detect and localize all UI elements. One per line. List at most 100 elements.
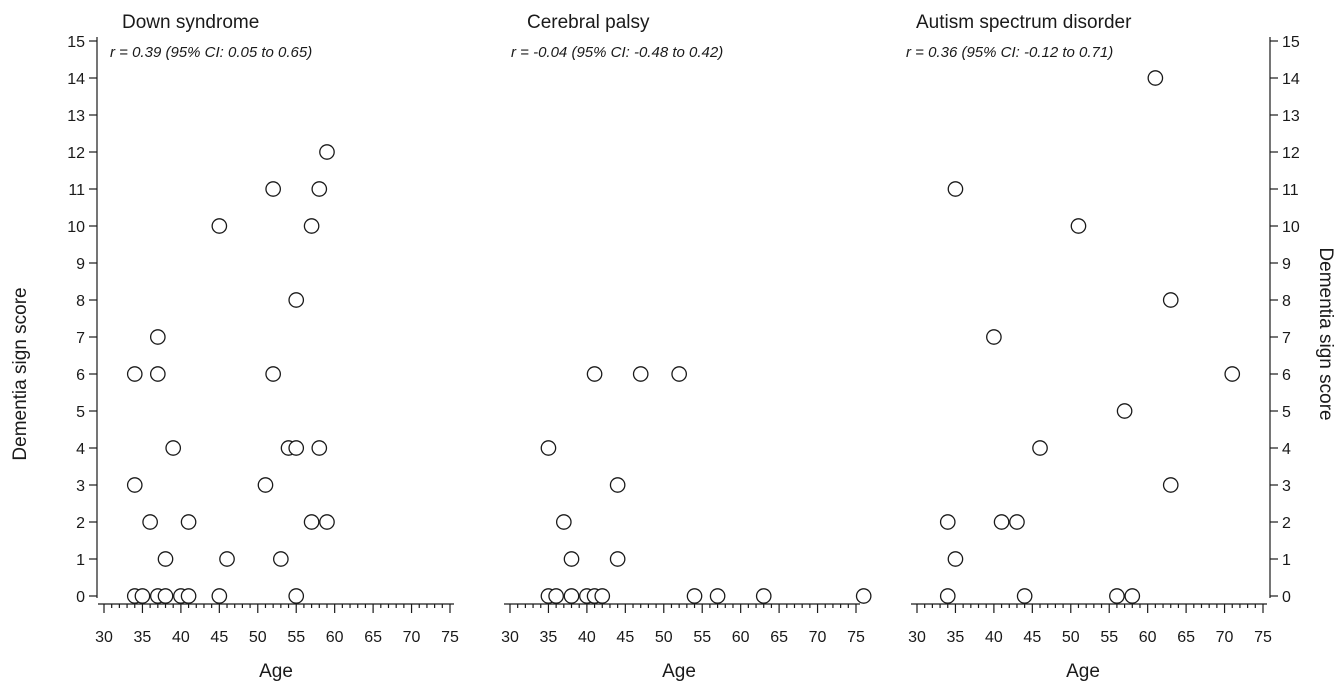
- data-point: [126, 477, 143, 493]
- data-point: [609, 551, 626, 567]
- data-point: [1224, 366, 1241, 382]
- panel-title: Down syndrome: [122, 12, 259, 33]
- x-tick-label: 70: [403, 629, 421, 646]
- data-point: [303, 514, 320, 530]
- x-tick-label: 55: [1100, 629, 1118, 646]
- data-point: [993, 514, 1010, 530]
- panel-cerebral-palsy: Cerebral palsy r = -0.04 (95% CI: -0.48 …: [501, 12, 872, 682]
- axes: 30 35 40 45 50 55 60 65 70 7501234567891011121314…: [908, 34, 1300, 646]
- data-point: [1116, 403, 1133, 419]
- data-point: [947, 181, 964, 197]
- data-point: [303, 218, 320, 234]
- y-tick-label: 4: [1282, 441, 1291, 458]
- panel-down-syndrome: Down syndrome r = 0.39 (95% CI: 0.05 to …: [10, 12, 459, 682]
- y-tick-label: 1: [1282, 552, 1291, 569]
- data-point: [134, 588, 151, 604]
- data-points: [540, 366, 872, 604]
- x-axis-label: Age: [1066, 661, 1100, 682]
- x-tick-label: 65: [770, 629, 788, 646]
- data-point: [288, 292, 305, 308]
- axes: 30 35 40 45 50 55 60 65 70 7501234567891011121314…: [67, 34, 459, 646]
- y-tick-label: 3: [1282, 478, 1291, 495]
- y-tick-label: 15: [67, 34, 85, 51]
- x-tick-label: 50: [655, 629, 673, 646]
- x-tick-label: 55: [287, 629, 305, 646]
- x-tick-label: 75: [1254, 629, 1272, 646]
- y-tick-label: 0: [1282, 589, 1291, 606]
- y-tick-label: 5: [76, 404, 85, 421]
- data-points: [939, 70, 1241, 604]
- x-tick-label: 30: [501, 629, 519, 646]
- data-point: [219, 551, 235, 567]
- data-point: [157, 588, 174, 604]
- data-point: [563, 551, 580, 567]
- x-tick-label: 30: [95, 629, 113, 646]
- data-point: [1147, 70, 1164, 86]
- x-tick-label: 45: [616, 629, 634, 646]
- x-axis-label: Age: [259, 661, 293, 682]
- data-point: [272, 551, 289, 567]
- data-point: [126, 366, 143, 382]
- y-tick-label: 9: [1282, 256, 1291, 273]
- data-point: [632, 366, 649, 382]
- y-tick-label: 5: [1282, 404, 1291, 421]
- y-tick-label: 8: [76, 293, 85, 310]
- correlation-annotation: r = 0.36 (95% CI: -0.12 to 0.71): [906, 44, 1113, 61]
- y-tick-label: 14: [67, 71, 85, 88]
- x-tick-label: 40: [578, 629, 596, 646]
- data-point: [257, 477, 274, 493]
- y-tick-label: 15: [1282, 34, 1300, 51]
- y-tick-label: 13: [67, 108, 85, 125]
- y-tick-label: 12: [1282, 145, 1300, 162]
- y-tick-label: 4: [76, 441, 85, 458]
- panel-autism-spectrum-disorder: Autism spectrum disorder r = 0.36 (95% C…: [906, 12, 1336, 682]
- data-point: [288, 440, 305, 456]
- x-axis-label: Age: [662, 661, 696, 682]
- data-point: [165, 440, 182, 456]
- x-tick-label: 40: [172, 629, 190, 646]
- x-tick-label: 65: [364, 629, 382, 646]
- x-tick-label: 30: [908, 629, 926, 646]
- data-point: [149, 329, 166, 345]
- x-tick-label: 55: [693, 629, 711, 646]
- x-tick-label: 60: [732, 629, 750, 646]
- x-tick-label: 60: [326, 629, 344, 646]
- data-point: [686, 588, 703, 604]
- data-point: [1032, 440, 1048, 456]
- data-point: [1016, 588, 1033, 604]
- data-point: [157, 551, 174, 567]
- x-tick-label: 70: [1216, 629, 1234, 646]
- data-point: [1162, 292, 1179, 308]
- data-point: [1109, 588, 1125, 604]
- y-tick-label: 11: [68, 182, 85, 199]
- data-point: [319, 514, 335, 530]
- data-point: [149, 366, 166, 382]
- y-axis-label-left: Dementia sign score: [10, 287, 31, 460]
- data-point: [671, 366, 688, 382]
- data-point: [311, 440, 328, 456]
- y-tick-label: 11: [1282, 182, 1299, 199]
- y-tick-label: 10: [1282, 219, 1300, 236]
- data-point: [211, 588, 228, 604]
- data-point: [180, 514, 197, 530]
- data-point: [319, 144, 335, 160]
- y-tick-label: 3: [76, 478, 85, 495]
- y-axis-label-right: Dementia sign score: [1315, 247, 1336, 420]
- y-tick-label: 7: [1282, 330, 1291, 347]
- y-tick-label: 6: [1282, 367, 1291, 384]
- data-point: [586, 366, 603, 382]
- x-tick-label: 65: [1177, 629, 1195, 646]
- y-tick-label: 13: [1282, 108, 1300, 125]
- x-tick-label: 50: [1062, 629, 1080, 646]
- x-tick-label: 75: [847, 629, 865, 646]
- data-point: [939, 588, 956, 604]
- x-tick-label: 70: [809, 629, 827, 646]
- data-point: [594, 588, 611, 604]
- y-tick-label: 0: [76, 589, 85, 606]
- y-tick-label: 14: [1282, 71, 1300, 88]
- data-point: [1124, 588, 1141, 604]
- data-point: [709, 588, 726, 604]
- y-tick-label: 8: [1282, 293, 1291, 310]
- x-tick-label: 35: [134, 629, 152, 646]
